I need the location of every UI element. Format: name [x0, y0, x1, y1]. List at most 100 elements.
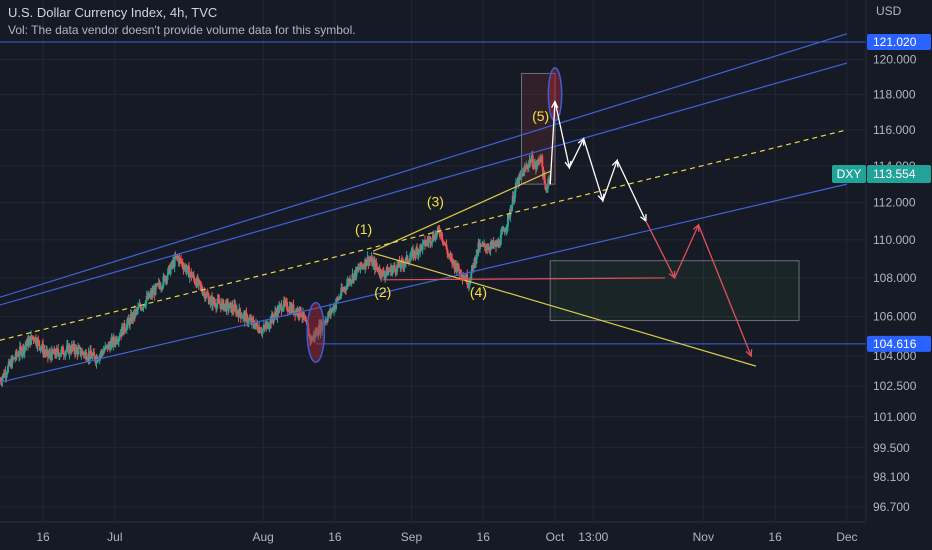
candle-body	[38, 340, 41, 346]
candle-body	[104, 346, 107, 350]
candle-body	[199, 285, 202, 287]
candle-body	[39, 348, 42, 350]
candle-body	[445, 244, 448, 250]
candle-body	[191, 276, 194, 278]
candle-body	[97, 359, 100, 361]
candle-body	[375, 262, 378, 267]
candle-body	[5, 374, 8, 377]
candle-body	[498, 244, 501, 246]
candle-body	[255, 321, 258, 326]
candle-body	[428, 239, 431, 243]
candle-body	[287, 311, 290, 313]
candle-body	[223, 305, 226, 310]
candle-body	[384, 272, 387, 275]
candle-body	[231, 305, 234, 310]
candle-body	[398, 260, 401, 267]
time-tick-label: 16	[328, 530, 342, 544]
candle-body	[510, 204, 513, 212]
candle-body	[513, 197, 516, 202]
candle-body	[250, 318, 253, 324]
candle-body	[452, 259, 455, 264]
candle-body	[506, 215, 509, 227]
candle-body	[274, 311, 277, 314]
chart-grid	[0, 0, 866, 522]
candle-body	[239, 313, 242, 319]
candle-body	[387, 270, 390, 276]
candle-body	[355, 267, 358, 277]
candle-body	[280, 304, 283, 312]
candle-body	[408, 258, 411, 263]
candle-body	[541, 156, 544, 167]
candle-body	[415, 247, 418, 256]
candle-body	[175, 255, 178, 258]
time-tick-label: 13:00	[578, 530, 608, 544]
candle-body	[128, 317, 131, 326]
candle-body	[40, 347, 43, 349]
candle-body	[197, 279, 200, 285]
candle-body	[394, 268, 397, 273]
candle-body	[337, 297, 340, 300]
candle-body	[455, 262, 458, 272]
candle-body	[141, 307, 144, 309]
candle-body	[261, 329, 264, 333]
candle-body	[303, 317, 306, 319]
candle-body	[404, 262, 407, 265]
wave-label: (4)	[470, 284, 487, 300]
candle-body	[216, 298, 219, 304]
candle-body	[208, 302, 211, 304]
candle-body	[311, 338, 314, 342]
candle-body	[186, 265, 189, 270]
candle-body	[350, 280, 353, 282]
candle-body	[266, 322, 269, 329]
candle-body	[21, 352, 24, 356]
candle-body	[47, 355, 50, 357]
candle-body	[434, 233, 437, 241]
candle-body	[416, 247, 419, 250]
candle-body	[60, 348, 63, 354]
candle-body	[62, 354, 65, 356]
candle-body	[207, 296, 210, 304]
candle-body	[159, 285, 162, 289]
candle-body	[388, 270, 391, 272]
candle-body	[70, 345, 73, 353]
candle-body	[365, 263, 368, 267]
candle-body	[360, 262, 363, 267]
candle-body	[334, 303, 337, 309]
candle-body	[330, 310, 333, 313]
candle-body	[446, 249, 449, 254]
channel-line	[0, 183, 847, 383]
candle-body	[316, 330, 319, 336]
arrowhead	[597, 193, 605, 203]
candle-body	[115, 338, 118, 343]
candle-body	[408, 262, 411, 264]
candle-body	[55, 348, 58, 357]
candle-body	[37, 339, 40, 341]
candle-body	[246, 322, 249, 324]
candle-body	[382, 271, 385, 275]
candle-body	[492, 241, 495, 246]
candle-body	[105, 345, 108, 347]
candle-body	[413, 250, 416, 255]
candle-body	[365, 259, 368, 267]
candle-body	[226, 301, 229, 303]
price-tick-label: 116.000	[873, 123, 916, 137]
candle-body	[36, 339, 39, 347]
candle-body	[381, 270, 384, 272]
candle-body	[227, 302, 230, 310]
candle-body	[144, 305, 147, 307]
candle-body	[421, 242, 424, 250]
candle-body	[124, 329, 127, 331]
candle-body	[468, 282, 471, 285]
candle-body	[278, 306, 281, 313]
price-axis: USD 96.700 98.100 99.500 101.000 102.500 104.0…	[865, 0, 932, 550]
price-tick-label: 104.000	[873, 349, 917, 363]
symbol-title[interactable]: U.S. Dollar Currency Index, 4h, TVC	[8, 5, 218, 20]
candle-body	[281, 309, 284, 312]
candle-body	[69, 346, 72, 352]
candle-body	[97, 359, 100, 362]
candle-body	[0, 380, 2, 382]
candle-body	[187, 265, 190, 267]
candle-body	[487, 247, 490, 250]
candle-body	[447, 254, 450, 257]
